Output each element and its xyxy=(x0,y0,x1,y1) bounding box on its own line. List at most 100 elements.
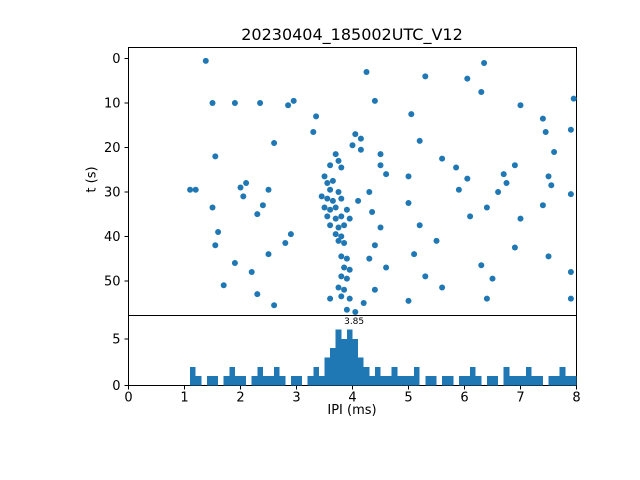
x-axis-label: IPI (ms) xyxy=(327,403,377,418)
scatter-point xyxy=(285,102,292,109)
hist-bar xyxy=(492,376,499,386)
scatter-point xyxy=(338,164,345,171)
scatter-point xyxy=(371,97,378,104)
scatter-point xyxy=(383,171,390,178)
x-tick-label: 3 xyxy=(292,391,300,406)
hist-bar xyxy=(447,376,454,386)
scatter-point xyxy=(338,253,345,260)
scatter-point xyxy=(327,162,334,169)
scatter-point xyxy=(489,275,496,282)
scatter-point xyxy=(467,213,474,220)
scatter-point xyxy=(327,186,334,193)
hist-bar xyxy=(548,376,555,386)
hist-bar xyxy=(475,376,482,386)
scatter-point xyxy=(335,237,342,244)
scatter-point xyxy=(500,171,507,178)
hist-bar xyxy=(296,376,303,386)
x-tick-label: 1 xyxy=(180,391,188,406)
scatter-point xyxy=(240,193,247,200)
y-tick-label: 30 xyxy=(104,185,121,200)
y-tick-label: 40 xyxy=(104,230,121,245)
scatter-point xyxy=(192,186,199,193)
scatter-point xyxy=(377,151,384,158)
scatter-point xyxy=(335,157,342,164)
hist-bar xyxy=(559,366,566,386)
scatter-point xyxy=(357,135,364,142)
hist-bar xyxy=(307,376,314,386)
scatter-point xyxy=(231,100,238,107)
hist-bar xyxy=(223,376,230,386)
hist-bar xyxy=(363,366,370,386)
scatter-point xyxy=(570,95,577,102)
hist-bar xyxy=(374,366,381,386)
x-tick-label: 6 xyxy=(460,391,468,406)
hist-bar xyxy=(458,376,465,386)
hist-bar xyxy=(531,376,538,386)
scatter-point xyxy=(545,253,552,260)
hist-bar xyxy=(290,376,297,386)
scatter-point xyxy=(366,255,373,262)
scatter-point xyxy=(338,273,345,280)
hist-bar xyxy=(274,366,280,386)
scatter-point xyxy=(282,240,289,247)
scatter-point xyxy=(310,128,317,135)
scatter-point xyxy=(567,268,574,275)
hist-bar xyxy=(257,366,263,386)
scatter-point xyxy=(321,204,328,211)
scatter-point xyxy=(231,260,238,267)
hist-bar xyxy=(503,366,510,386)
scatter-point xyxy=(335,188,342,195)
scatter-point xyxy=(329,197,336,204)
y-axis-label: t (s) xyxy=(84,166,100,193)
scatter-point xyxy=(542,128,549,135)
scatter-point xyxy=(254,291,261,298)
x-tick-label: 5 xyxy=(404,391,412,406)
y-tick-label: 50 xyxy=(104,274,121,289)
hist-bar xyxy=(324,357,331,386)
scatter-point xyxy=(464,175,471,182)
scatter-point xyxy=(416,222,423,229)
scatter-point xyxy=(422,273,429,280)
hist-bar xyxy=(380,376,387,386)
scatter-axes-spine xyxy=(128,47,577,316)
scatter-point xyxy=(287,231,294,238)
hist-bar xyxy=(470,366,476,386)
scatter-point xyxy=(405,173,412,180)
hist-bar xyxy=(442,376,448,386)
scatter-point xyxy=(187,186,194,193)
scatter-point xyxy=(324,180,331,187)
scatter-point xyxy=(237,184,244,191)
scatter-point xyxy=(212,242,219,249)
scatter-point xyxy=(411,251,418,258)
scatter-point xyxy=(259,202,266,209)
scatter-point xyxy=(371,286,378,293)
scatter-point xyxy=(335,224,342,231)
hist-bar xyxy=(352,338,359,386)
scatter-point xyxy=(212,153,219,160)
scatter-point xyxy=(332,215,339,222)
x-tick-label: 2 xyxy=(236,391,244,406)
scatter-point xyxy=(327,295,334,302)
scatter-point xyxy=(321,173,328,180)
scatter-point xyxy=(265,186,272,193)
hist-bar xyxy=(386,376,392,386)
scatter-point xyxy=(352,308,359,315)
scatter-point xyxy=(517,102,524,109)
x-tick-label: 4 xyxy=(348,391,356,406)
hist-bar xyxy=(262,376,269,386)
scatter-point xyxy=(439,155,446,162)
scatter-point xyxy=(329,177,336,184)
scatter-point xyxy=(248,268,255,275)
y-tick-label: 5 xyxy=(112,332,120,347)
hist-bar xyxy=(190,366,196,386)
scatter-point xyxy=(343,206,350,213)
hist-bar xyxy=(391,366,398,386)
peak-annotation: 3.85 xyxy=(344,317,364,327)
scatter-point xyxy=(422,73,429,80)
hist-bar xyxy=(330,348,336,386)
scatter-point xyxy=(343,255,350,262)
scatter-point xyxy=(338,233,345,240)
scatter-point xyxy=(338,293,345,300)
